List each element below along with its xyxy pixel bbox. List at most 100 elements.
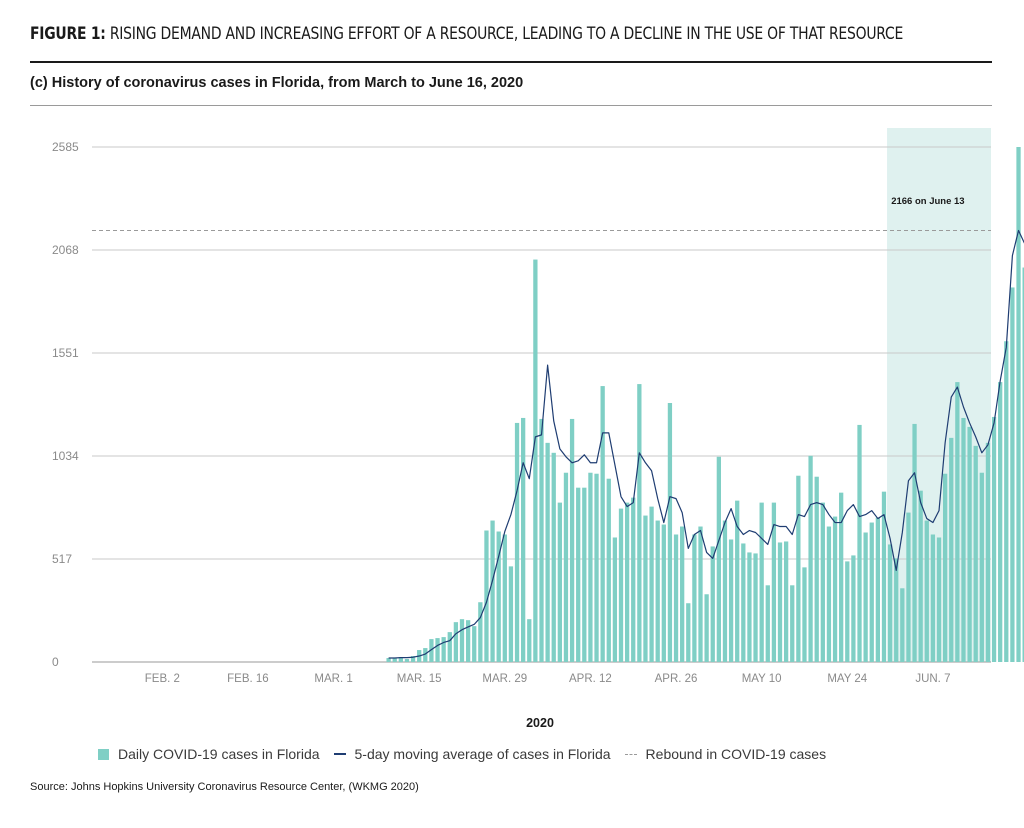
daily-cases-bar <box>894 558 899 662</box>
daily-cases-bar <box>857 424 862 662</box>
source-note: Source: Johns Hopkins University Coronav… <box>30 781 419 793</box>
daily-cases-bar <box>906 512 911 662</box>
daily-cases-bar <box>924 520 929 662</box>
subtitle-rule <box>30 105 992 106</box>
daily-cases-bar <box>930 534 936 662</box>
legend-item-line: 5-day moving average of cases in Florida <box>333 746 611 762</box>
daily-cases-bar <box>912 423 917 662</box>
daily-cases-bar <box>527 619 532 662</box>
daily-cases-bar <box>545 442 550 662</box>
daily-cases-bar <box>771 502 777 662</box>
legend-label-dashed: Rebound in COVID-19 cases <box>645 746 827 762</box>
daily-cases-bar <box>465 620 471 662</box>
daily-cases-bar <box>429 639 434 662</box>
legend-item-bars: Daily COVID-19 cases in Florida <box>98 746 320 762</box>
y-tick-label: 517 <box>52 552 72 566</box>
figure-title: FIGURE 1: RISING DEMAND AND INCREASING E… <box>30 24 903 44</box>
daily-cases-bar <box>973 445 978 662</box>
daily-cases-bar <box>404 659 410 662</box>
daily-cases-bar <box>643 515 648 662</box>
daily-cases-bar <box>845 561 850 662</box>
daily-cases-bar <box>832 516 838 662</box>
daily-cases-bar <box>802 567 807 662</box>
daily-cases-bar <box>514 422 520 662</box>
daily-cases-bar <box>563 472 569 662</box>
daily-cases-bar <box>398 657 403 662</box>
x-axis-title: 2020 <box>526 716 554 730</box>
x-tick-label: APR. 12 <box>569 673 612 685</box>
daily-cases-bar <box>704 594 709 662</box>
line-swatch <box>333 753 346 755</box>
x-tick-label: JUN. 7 <box>915 673 950 685</box>
daily-cases-bar <box>606 478 611 662</box>
daily-cases-bar <box>600 386 605 662</box>
y-tick-label: 0 <box>52 655 59 669</box>
x-tick-label: FEB. 16 <box>227 673 269 685</box>
daily-cases-bar <box>631 497 636 662</box>
daily-cases-bar <box>961 417 966 662</box>
title-rule <box>30 61 992 63</box>
y-tick-label: 1551 <box>52 346 79 360</box>
daily-cases-bar <box>722 520 728 662</box>
daily-cases-bar <box>777 542 783 662</box>
daily-cases-bar <box>820 502 825 662</box>
daily-cases-bar <box>741 543 746 662</box>
x-tick-label: MAR. 15 <box>397 673 442 685</box>
daily-cases-bar <box>949 437 954 662</box>
daily-cases-bar <box>936 537 942 662</box>
daily-cases-bar <box>942 473 948 662</box>
daily-cases-bar <box>533 259 538 662</box>
moving-average-line <box>388 229 1024 659</box>
daily-cases-bar <box>453 622 459 662</box>
legend-label-line: 5-day moving average of cases in Florida <box>354 746 611 762</box>
daily-cases-bar <box>472 626 477 662</box>
daily-cases-bar <box>680 526 685 662</box>
daily-cases-bar <box>900 588 905 662</box>
daily-cases-bar <box>569 418 575 662</box>
daily-cases-bar <box>624 502 630 662</box>
daily-cases-bar <box>796 475 801 662</box>
daily-cases-bar <box>582 487 587 662</box>
daily-cases-bar <box>551 452 556 662</box>
y-tick-label: 2585 <box>52 140 79 154</box>
daily-cases-bar <box>839 492 844 662</box>
daily-cases-bar <box>1010 287 1015 662</box>
figure-label: FIGURE 1: <box>30 24 106 44</box>
daily-cases-bar <box>649 506 654 662</box>
daily-cases-bar <box>710 546 715 662</box>
cases-chart: 0 517 1034 1551 2068 2585 2166 on June 13 FEB. … <box>52 128 1024 730</box>
daily-cases-bar <box>955 382 960 662</box>
x-tick-label: FEB. 2 <box>145 673 180 685</box>
daily-cases-bar <box>790 585 795 662</box>
daily-cases-bar <box>667 403 673 662</box>
daily-cases-bar <box>826 526 832 662</box>
daily-cases-bar <box>508 566 514 662</box>
daily-cases-bar <box>808 455 813 662</box>
y-tick-label: 2068 <box>52 243 79 257</box>
daily-cases-bar <box>875 517 881 662</box>
daily-cases-bar <box>386 658 391 662</box>
daily-cases-bar <box>692 534 697 662</box>
daily-cases-bar <box>447 632 452 662</box>
daily-cases-bar <box>588 472 593 662</box>
daily-cases-bar <box>716 456 721 662</box>
peak-annotation: 2166 on June 13 <box>891 196 964 207</box>
daily-cases-bar <box>698 526 703 662</box>
x-tick-label: APR. 26 <box>655 673 698 685</box>
daily-cases-bar <box>753 553 758 662</box>
daily-cases-bar <box>991 416 997 662</box>
daily-cases-bar <box>490 520 495 662</box>
daily-cases-bar <box>851 555 856 662</box>
daily-cases-bar <box>496 531 501 662</box>
daily-cases-bar <box>673 534 679 662</box>
daily-cases-bar <box>979 472 984 662</box>
daily-cases-bar <box>735 500 740 662</box>
dash-swatch <box>624 753 637 755</box>
daily-cases-bar <box>612 537 618 662</box>
daily-cases-bar <box>887 544 893 662</box>
daily-cases-bar <box>783 541 789 662</box>
y-tick-label: 1034 <box>52 449 79 463</box>
daily-cases-bar <box>423 648 428 662</box>
daily-cases-bar <box>998 382 1003 662</box>
x-tick-label: MAR. 1 <box>314 673 352 685</box>
